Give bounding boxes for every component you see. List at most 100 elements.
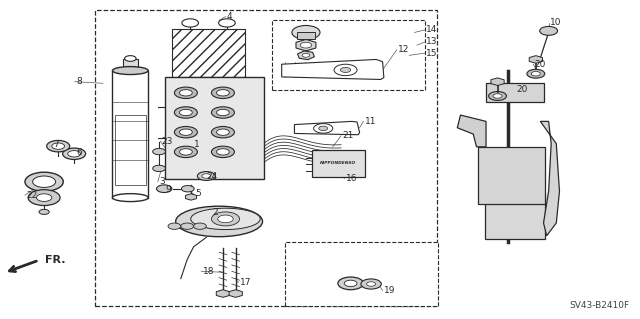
Circle shape	[174, 126, 197, 138]
Circle shape	[179, 129, 192, 135]
Text: 15: 15	[426, 48, 438, 58]
Bar	[478, 147, 545, 204]
Text: 22: 22	[26, 190, 38, 200]
Bar	[484, 195, 545, 239]
Circle shape	[300, 42, 312, 48]
Text: 6: 6	[76, 148, 82, 157]
Text: FR.: FR.	[45, 255, 66, 265]
Circle shape	[340, 67, 351, 72]
Text: 3: 3	[159, 177, 165, 186]
Circle shape	[28, 190, 60, 205]
Bar	[272, 20, 426, 90]
Circle shape	[179, 149, 192, 155]
Circle shape	[216, 90, 229, 96]
Bar	[285, 242, 438, 306]
Circle shape	[153, 165, 166, 172]
Text: 13: 13	[426, 38, 438, 47]
Text: 19: 19	[384, 286, 396, 295]
Circle shape	[219, 19, 236, 27]
Circle shape	[202, 174, 211, 178]
Circle shape	[181, 186, 194, 192]
Text: SV43-B2410F: SV43-B2410F	[570, 301, 630, 310]
Circle shape	[179, 90, 192, 96]
Circle shape	[211, 107, 234, 118]
Text: 21: 21	[342, 131, 354, 140]
Bar	[312, 150, 365, 177]
Circle shape	[47, 140, 70, 152]
Circle shape	[211, 212, 239, 226]
Text: 14: 14	[426, 26, 437, 34]
Text: 9: 9	[166, 185, 172, 194]
Bar	[172, 29, 245, 77]
Ellipse shape	[113, 194, 148, 202]
Text: 7: 7	[53, 140, 59, 149]
Text: 8: 8	[76, 77, 82, 86]
Text: 2: 2	[212, 208, 218, 217]
Circle shape	[216, 129, 229, 135]
Text: 1: 1	[193, 140, 199, 149]
Circle shape	[216, 149, 229, 155]
Ellipse shape	[113, 67, 148, 75]
Text: 20: 20	[516, 85, 528, 94]
Circle shape	[211, 126, 234, 138]
Circle shape	[193, 223, 206, 229]
Circle shape	[531, 71, 540, 76]
Circle shape	[125, 56, 136, 61]
Polygon shape	[458, 115, 486, 147]
Text: 23: 23	[162, 137, 173, 145]
Circle shape	[52, 143, 65, 149]
Text: 20: 20	[534, 60, 545, 69]
Circle shape	[168, 223, 180, 229]
Bar	[486, 83, 543, 102]
Text: 24: 24	[206, 172, 218, 181]
Circle shape	[314, 123, 333, 133]
Circle shape	[527, 69, 545, 78]
Bar	[297, 33, 315, 40]
Bar	[184, 77, 229, 90]
Text: 10: 10	[550, 19, 561, 27]
Circle shape	[211, 146, 234, 158]
Text: 4: 4	[227, 12, 232, 21]
Circle shape	[39, 209, 49, 214]
Circle shape	[488, 92, 506, 100]
Circle shape	[493, 94, 502, 98]
Circle shape	[334, 64, 357, 76]
Text: NIPPONDENSO: NIPPONDENSO	[321, 161, 356, 166]
Circle shape	[180, 223, 193, 229]
Text: 12: 12	[398, 45, 410, 55]
Text: 18: 18	[202, 267, 214, 276]
Polygon shape	[282, 59, 384, 79]
Circle shape	[179, 109, 192, 116]
Text: 17: 17	[239, 278, 251, 287]
Polygon shape	[540, 122, 559, 236]
Ellipse shape	[191, 208, 260, 230]
Circle shape	[33, 176, 56, 188]
Circle shape	[153, 148, 166, 155]
Circle shape	[361, 279, 381, 289]
Circle shape	[182, 19, 198, 27]
Bar	[115, 115, 146, 185]
Circle shape	[197, 172, 215, 181]
Circle shape	[338, 277, 364, 290]
Text: 16: 16	[346, 174, 357, 183]
Polygon shape	[294, 122, 360, 135]
Circle shape	[216, 109, 229, 116]
Circle shape	[211, 87, 234, 99]
Ellipse shape	[175, 206, 262, 237]
Circle shape	[25, 172, 63, 191]
Circle shape	[218, 215, 233, 223]
Circle shape	[302, 53, 310, 57]
Circle shape	[540, 26, 557, 35]
Circle shape	[36, 194, 52, 201]
Circle shape	[319, 126, 328, 130]
Text: 5: 5	[195, 189, 200, 198]
Circle shape	[63, 148, 86, 160]
Circle shape	[68, 151, 81, 157]
Circle shape	[344, 280, 357, 286]
Bar	[123, 59, 138, 67]
Bar	[95, 10, 437, 306]
Text: 11: 11	[365, 117, 376, 126]
Circle shape	[292, 26, 320, 40]
Circle shape	[157, 185, 172, 193]
Circle shape	[174, 107, 197, 118]
